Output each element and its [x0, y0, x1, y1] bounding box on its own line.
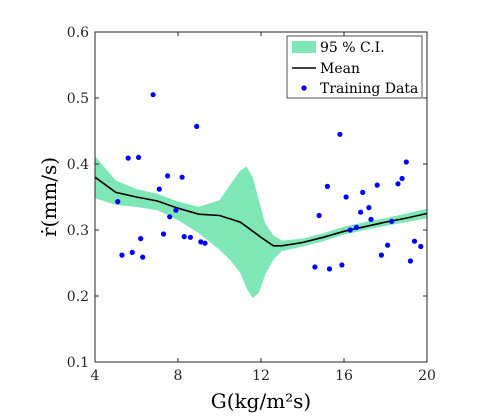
ticks-layer: 4 8 12 16 20 0.1 0.2 0.3 0.4 0.5 0.6: [67, 25, 436, 384]
y-tick-label: 0.6: [67, 25, 89, 41]
y-tick-label: 0.4: [67, 157, 89, 173]
data-point: [374, 182, 380, 188]
data-point: [138, 236, 144, 242]
data-point: [194, 123, 200, 129]
x-tick-label: 16: [335, 368, 353, 384]
data-point: [339, 262, 345, 268]
data-point: [173, 207, 179, 213]
data-point: [150, 92, 156, 98]
data-point: [198, 239, 204, 245]
legend-mean-label: Mean: [320, 61, 360, 77]
data-point: [337, 131, 343, 137]
data-point: [407, 258, 413, 264]
data-point: [418, 243, 424, 250]
data-point: [358, 209, 364, 215]
data-point: [202, 240, 208, 246]
data-point: [125, 155, 131, 161]
ci-band: [95, 156, 427, 298]
data-point: [366, 205, 372, 211]
data-point: [353, 224, 360, 230]
data-point: [326, 266, 333, 272]
legend-ci-label: 95 % C.I.: [320, 40, 385, 56]
y-tick-label: 0.1: [67, 355, 89, 371]
data-point: [385, 242, 391, 248]
data-point: [187, 234, 193, 240]
y-axis-title: ṙ(mm/s): [37, 157, 61, 237]
y-tick-label: 0.2: [67, 289, 89, 305]
data-point: [411, 238, 418, 244]
legend-ci-swatch: [292, 41, 316, 53]
data-point: [129, 249, 135, 255]
data-point: [312, 264, 318, 270]
legend-training-label: Training Data: [320, 81, 418, 97]
data-point: [156, 186, 162, 192]
data-point: [140, 254, 146, 260]
legend-training-marker: [301, 85, 307, 91]
data-point: [403, 159, 409, 165]
data-point: [343, 194, 349, 200]
data-point: [360, 189, 366, 195]
data-point: [115, 199, 121, 205]
x-tick-label: 20: [418, 368, 436, 384]
mean-line: [94, 176, 428, 247]
legend: 95 % C.I. Mean Training Data: [286, 35, 423, 99]
data-point: [389, 218, 395, 224]
data-point: [136, 154, 142, 160]
y-tick-label: 0.3: [67, 223, 89, 239]
data-point: [181, 234, 187, 240]
data-point: [378, 252, 384, 258]
y-tick-label: 0.5: [67, 91, 89, 107]
data-point: [347, 227, 353, 233]
data-point: [368, 216, 374, 222]
x-tick-label: 8: [174, 368, 183, 384]
data-point: [160, 231, 167, 237]
x-axis-title: G(kg/m²s): [211, 389, 312, 413]
data-point: [167, 214, 173, 220]
data-point: [316, 212, 322, 219]
plot-layer: [94, 92, 428, 298]
x-tick-label: 4: [91, 368, 100, 384]
data-point: [119, 252, 125, 258]
data-point: [165, 173, 171, 179]
data-point: [179, 174, 185, 180]
x-tick-label: 12: [252, 368, 270, 384]
data-point: [399, 175, 405, 182]
data-point: [324, 183, 330, 189]
data-point: [395, 181, 401, 187]
